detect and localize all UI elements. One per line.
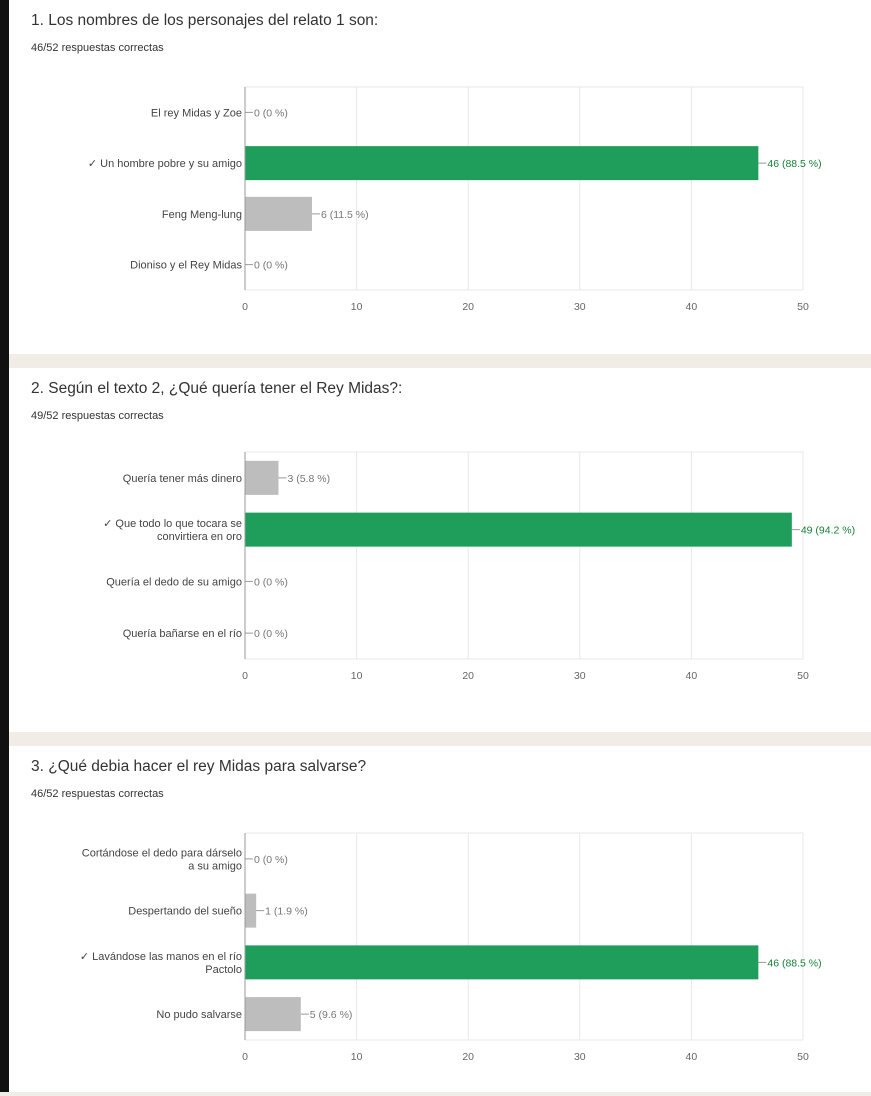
value-label: 5 (9.6 %): [310, 1009, 353, 1021]
x-tick-label: 0: [242, 1051, 248, 1063]
x-tick-label: 10: [351, 1051, 363, 1063]
x-tick-label: 40: [686, 301, 698, 313]
category-label: Quería bañarse en el río: [123, 628, 242, 640]
category-label: Dioniso y el Rey Midas: [130, 260, 242, 272]
bar-chart: 0 10 20 30 40 50 Cortándose el dedo para dárse…: [80, 832, 822, 1063]
x-tick-label: 20: [462, 301, 474, 313]
x-tick-label: 30: [574, 1051, 586, 1063]
x-tick-label: 0: [242, 670, 248, 682]
category-label: ✓ Lavándose las manos en el río: [80, 951, 242, 963]
x-tick-label: 50: [797, 670, 809, 682]
question-card-2: 2. Según el texto 2, ¿Qué quería tener e…: [9, 368, 871, 732]
x-tick-label: 30: [574, 670, 586, 682]
category-label: Pactolo: [205, 964, 242, 976]
value-label: 49 (94.2 %): [801, 525, 855, 537]
x-tick-label: 40: [686, 670, 698, 682]
category-label: No pudo salvarse: [156, 1009, 242, 1021]
bar: [245, 460, 279, 495]
category-label: Cortándose el dedo para dárselo: [82, 847, 242, 859]
x-tick-label: 50: [797, 1051, 809, 1063]
x-tick-label: 10: [351, 301, 363, 313]
bar-chart: 0 10 20 30 40 50 El rey Midas y Zoe 0 (0 %) ✓ Un…: [88, 86, 822, 313]
category-label: convirtiera en oro: [157, 531, 242, 543]
value-label: 3 (5.8 %): [287, 473, 330, 485]
correct-count: 46/52 respuestas correctas: [31, 42, 164, 54]
category-label: ✓ Un hombre pobre y su amigo: [88, 158, 242, 170]
category-label: Quería tener más dinero: [123, 473, 242, 485]
x-tick-label: 10: [351, 670, 363, 682]
question-card-3: 3. ¿Qué debia hacer el rey Midas para sa…: [9, 746, 871, 1092]
value-label: 0 (0 %): [254, 628, 288, 640]
x-tick-label: 20: [462, 1051, 474, 1063]
x-tick-label: 40: [686, 1051, 698, 1063]
value-label: 6 (11.5 %): [321, 209, 369, 221]
value-label: 0 (0 %): [254, 260, 288, 272]
value-label: 0 (0 %): [254, 854, 288, 866]
question-title: 2. Según el texto 2, ¿Qué quería tener e…: [31, 380, 403, 397]
bar-correct: [245, 512, 792, 547]
value-label: 0 (0 %): [254, 576, 288, 588]
value-label: 46 (88.5 %): [767, 158, 821, 170]
x-tick-label: 50: [797, 301, 809, 313]
question-title: 3. ¿Qué debia hacer el rey Midas para sa…: [31, 758, 367, 775]
value-label: 46 (88.5 %): [767, 957, 821, 969]
x-tick-label: 20: [462, 670, 474, 682]
bar-correct: [245, 945, 759, 980]
category-label: Despertando del sueño: [128, 906, 242, 918]
question-card-1: 1. Los nombres de los personajes del rel…: [9, 0, 871, 354]
bar: [245, 893, 257, 928]
bar-correct: [245, 146, 759, 181]
correct-count: 49/52 respuestas correctas: [31, 410, 164, 422]
bar-chart: 0 10 20 30 40 50 Quería tener más dinero 3 (5.8…: [103, 451, 855, 682]
category-label: a su amigo: [188, 860, 242, 872]
value-label: 0 (0 %): [254, 107, 288, 119]
x-tick-label: 30: [574, 301, 586, 313]
left-edge-bar: [0, 0, 9, 1092]
question-title: 1. Los nombres de los personajes del rel…: [31, 12, 379, 29]
category-label: Feng Meng-lung: [162, 209, 242, 221]
bar: [245, 196, 312, 231]
bar: [245, 997, 301, 1032]
category-label: Quería el dedo de su amigo: [106, 576, 242, 588]
correct-count: 46/52 respuestas correctas: [31, 788, 164, 800]
x-tick-label: 0: [242, 301, 248, 313]
category-label: ✓ Que todo lo que tocara se: [103, 518, 242, 530]
value-label: 1 (1.9 %): [265, 906, 308, 918]
category-label: El rey Midas y Zoe: [151, 107, 242, 119]
